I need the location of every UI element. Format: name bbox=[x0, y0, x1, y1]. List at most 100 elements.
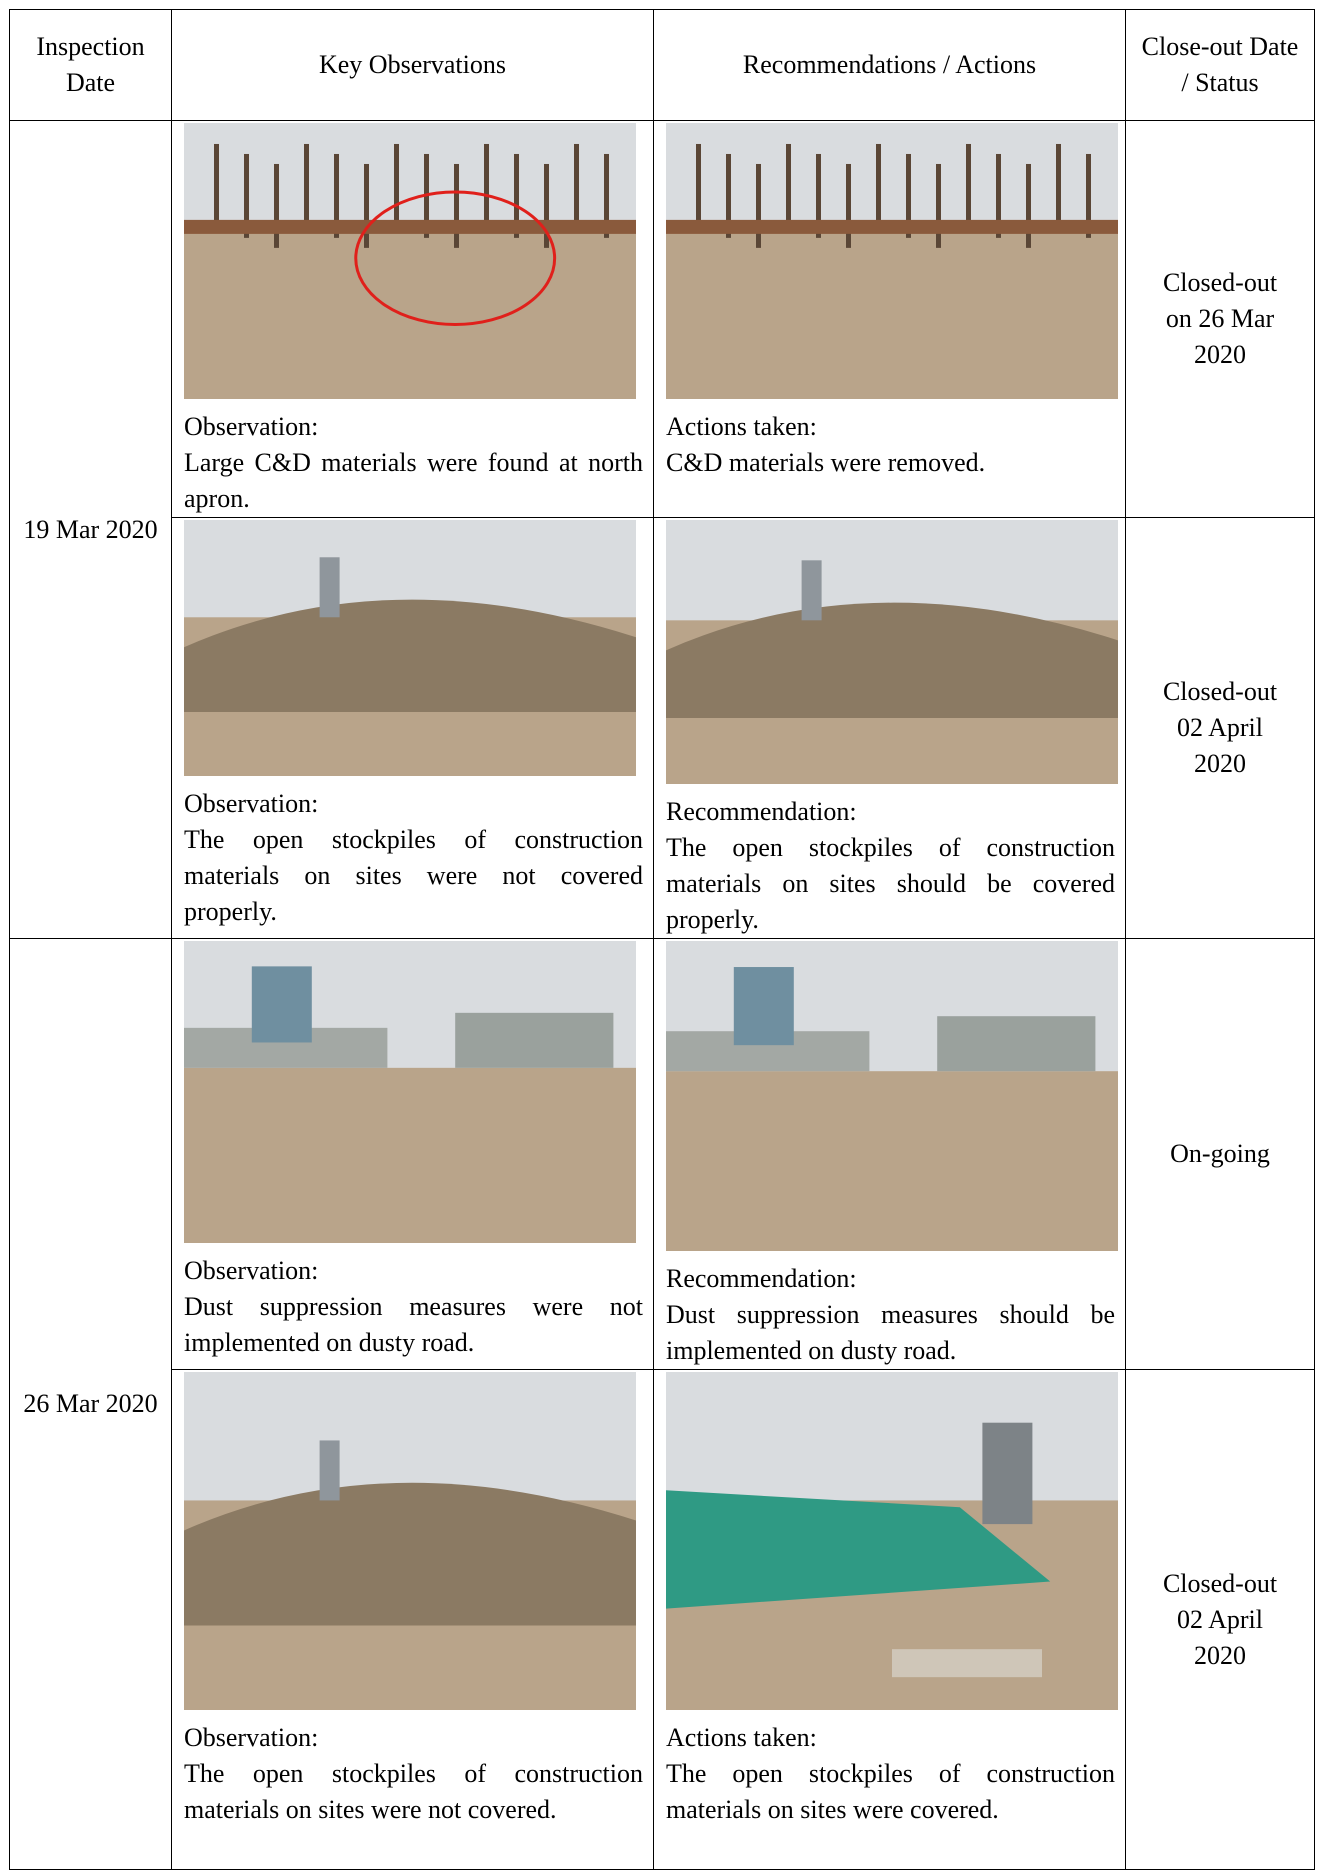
row: 26 Mar 2020 Observation: Dust suppression… bbox=[9, 938, 1315, 1870]
observation-cell: Observation: The open stockpiles of const… bbox=[171, 517, 654, 939]
text: Large C&D materials were found at north … bbox=[184, 448, 643, 513]
photo-shape bbox=[906, 153, 911, 238]
photo-shape bbox=[801, 560, 822, 621]
label: Observation: bbox=[184, 1723, 319, 1752]
observation-cell: Observation: Dust suppression measures we… bbox=[171, 938, 654, 1370]
photo bbox=[184, 520, 643, 786]
photo-image bbox=[666, 1372, 1118, 1710]
photo-shape bbox=[319, 1440, 340, 1501]
text: Dust suppression measures were not imple… bbox=[184, 1292, 643, 1357]
photo-shape bbox=[786, 143, 791, 228]
photo-shape bbox=[244, 153, 249, 238]
photo-shape bbox=[544, 163, 549, 248]
photo bbox=[184, 1372, 643, 1720]
photo bbox=[184, 941, 643, 1253]
status: Closed-out 02 April 2020 bbox=[1125, 517, 1315, 939]
text: The open stockpiles of construction mate… bbox=[184, 1759, 643, 1824]
photo-shape bbox=[982, 1422, 1033, 1525]
photo-shape bbox=[394, 143, 399, 228]
photo-shape bbox=[892, 1649, 1042, 1678]
photo-shape bbox=[214, 143, 219, 228]
label: Recommendation: bbox=[666, 797, 857, 826]
text: The open stockpiles of construction mate… bbox=[666, 1759, 1115, 1824]
photo-shape bbox=[876, 143, 881, 228]
photo-shape bbox=[574, 143, 579, 228]
label: Observation: bbox=[184, 1256, 319, 1285]
row: Observation: The open stockpiles of const… bbox=[10, 1369, 1315, 1870]
observation-cell: Observation: Large C&D materials were fou… bbox=[171, 120, 654, 518]
photo-shape bbox=[756, 163, 761, 248]
text: C&D materials were removed. bbox=[666, 448, 986, 477]
inspection-table: Inspection Date Key Observations Recomme… bbox=[9, 9, 1315, 1870]
action-cell: Actions taken: The open stockpiles of con… bbox=[653, 1369, 1126, 1870]
photo-shape bbox=[733, 967, 794, 1046]
label: Recommendation: bbox=[666, 1264, 857, 1293]
photo bbox=[666, 520, 1118, 794]
text: The open stockpiles of construction mate… bbox=[666, 833, 1115, 934]
photo-image bbox=[666, 123, 1118, 399]
label: Actions taken: bbox=[666, 412, 817, 441]
label: Observation: bbox=[184, 412, 319, 441]
label: Actions taken: bbox=[666, 1723, 817, 1752]
photo-image bbox=[184, 941, 636, 1243]
photo-shape bbox=[274, 163, 279, 248]
photo-shape bbox=[251, 966, 312, 1043]
photo-shape bbox=[937, 1016, 1096, 1072]
photo-shape bbox=[726, 153, 731, 238]
photo-shape bbox=[666, 227, 1118, 399]
photo-shape bbox=[184, 227, 636, 399]
photo-shape bbox=[966, 143, 971, 228]
photo-shape bbox=[304, 143, 309, 228]
observation-cell: Observation: The open stockpiles of const… bbox=[171, 1369, 654, 1870]
photo bbox=[666, 941, 1118, 1261]
photo-shape bbox=[184, 599, 636, 712]
photo-shape bbox=[1056, 143, 1061, 228]
photo-shape bbox=[184, 219, 636, 234]
photo-shape bbox=[184, 1067, 636, 1243]
page: Inspection Date Key Observations Recomme… bbox=[9, 9, 1315, 1870]
photo-image bbox=[184, 123, 636, 399]
photo-shape bbox=[484, 143, 489, 228]
date: 26 Mar 2020 bbox=[9, 938, 172, 1870]
photo bbox=[666, 123, 1118, 409]
header-cell: Close-out Date / Status bbox=[1125, 9, 1315, 121]
date: 19 Mar 2020 bbox=[9, 120, 172, 939]
action-cell: Actions taken: C&D materials were removed… bbox=[653, 120, 1126, 518]
status: Closed-out 02 April 2020 bbox=[1125, 1369, 1315, 1870]
photo-shape bbox=[936, 163, 941, 248]
photo-shape bbox=[319, 557, 340, 618]
photo-shape bbox=[666, 602, 1118, 718]
photo-shape bbox=[364, 163, 369, 248]
photo-shape bbox=[666, 1490, 1051, 1609]
photo-image bbox=[666, 941, 1118, 1251]
photo-shape bbox=[514, 153, 519, 238]
header-cell: Recommendations / Actions bbox=[653, 9, 1126, 121]
photo bbox=[184, 123, 643, 409]
text: Dust suppression measures should be impl… bbox=[666, 1300, 1115, 1365]
photo-image bbox=[184, 520, 636, 776]
status: On-going bbox=[1125, 938, 1315, 1370]
header-cell: Inspection Date bbox=[9, 9, 172, 121]
photo-shape bbox=[354, 190, 557, 326]
photo-shape bbox=[1026, 163, 1031, 248]
row: 19 Mar 2020 Observation: Large C&D materi… bbox=[9, 120, 1315, 939]
photo bbox=[666, 1372, 1118, 1720]
photo-shape bbox=[184, 1482, 636, 1626]
photo-shape bbox=[604, 153, 609, 238]
photo-image bbox=[666, 520, 1118, 784]
action-cell: Recommendation: Dust suppression measures… bbox=[653, 938, 1126, 1370]
text: The open stockpiles of construction mate… bbox=[184, 825, 643, 926]
photo-shape bbox=[846, 163, 851, 248]
header-row: Inspection Date Key Observations Recomme… bbox=[9, 9, 1315, 121]
photo-shape bbox=[455, 1012, 614, 1068]
photo-image bbox=[184, 1372, 636, 1710]
photo-shape bbox=[696, 143, 701, 228]
photo-shape bbox=[666, 1071, 1118, 1251]
photo-shape bbox=[1086, 153, 1091, 238]
action-cell: Recommendation: The open stockpiles of co… bbox=[653, 517, 1126, 939]
photo-shape bbox=[454, 163, 459, 248]
photo-shape bbox=[996, 153, 1001, 238]
label: Observation: bbox=[184, 789, 319, 818]
header-cell: Key Observations bbox=[171, 9, 654, 121]
status: Closed-out on 26 Mar 2020 bbox=[1125, 120, 1315, 518]
